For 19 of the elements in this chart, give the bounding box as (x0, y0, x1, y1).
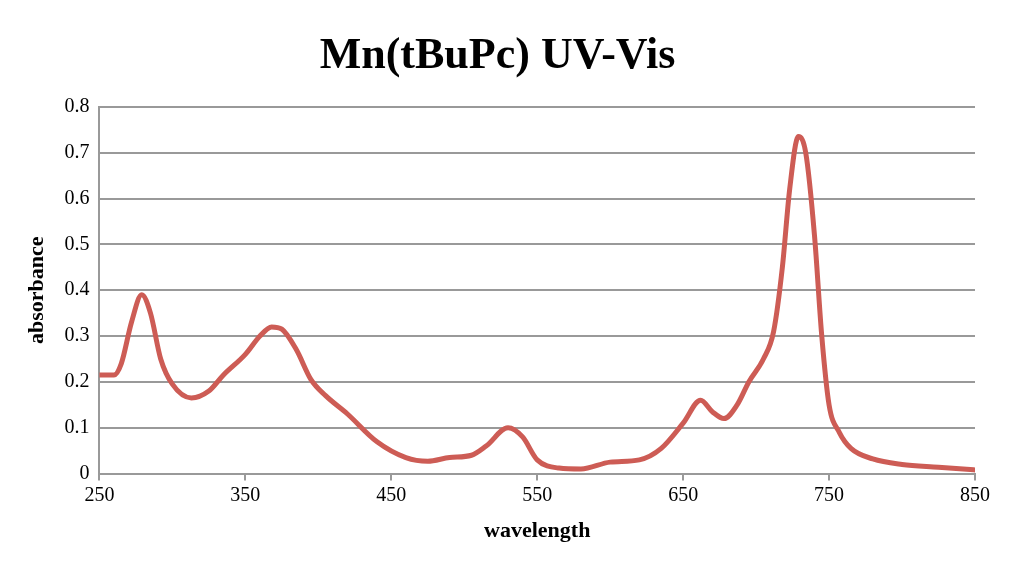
y-tick-label: 0.5 (64, 231, 90, 254)
chart-title: Mn(tBuPc) UV-Vis (319, 28, 676, 78)
y-tick-label: 0.7 (64, 139, 90, 162)
x-tick-label: 450 (376, 482, 407, 505)
y-tick-label: 0 (79, 460, 90, 483)
x-axis-title: wavelength (484, 517, 591, 543)
y-tick-label: 0.4 (64, 277, 90, 300)
x-tick-label: 250 (84, 482, 115, 505)
y-tick-label: 0.6 (64, 185, 90, 208)
x-tick-label: 750 (814, 482, 845, 505)
y-tick-label: 0.1 (64, 415, 90, 437)
x-tick-label: 850 (960, 482, 990, 505)
y-tick-label: 0.2 (64, 369, 90, 392)
y-tick-label: 0.8 (64, 94, 90, 117)
y-axis-title: absorbance (22, 236, 48, 344)
x-tick-label: 350 (230, 482, 261, 505)
x-tick-label: 550 (522, 482, 553, 505)
y-tick-label: 0.3 (64, 323, 90, 346)
x-tick-label: 650 (668, 482, 699, 505)
